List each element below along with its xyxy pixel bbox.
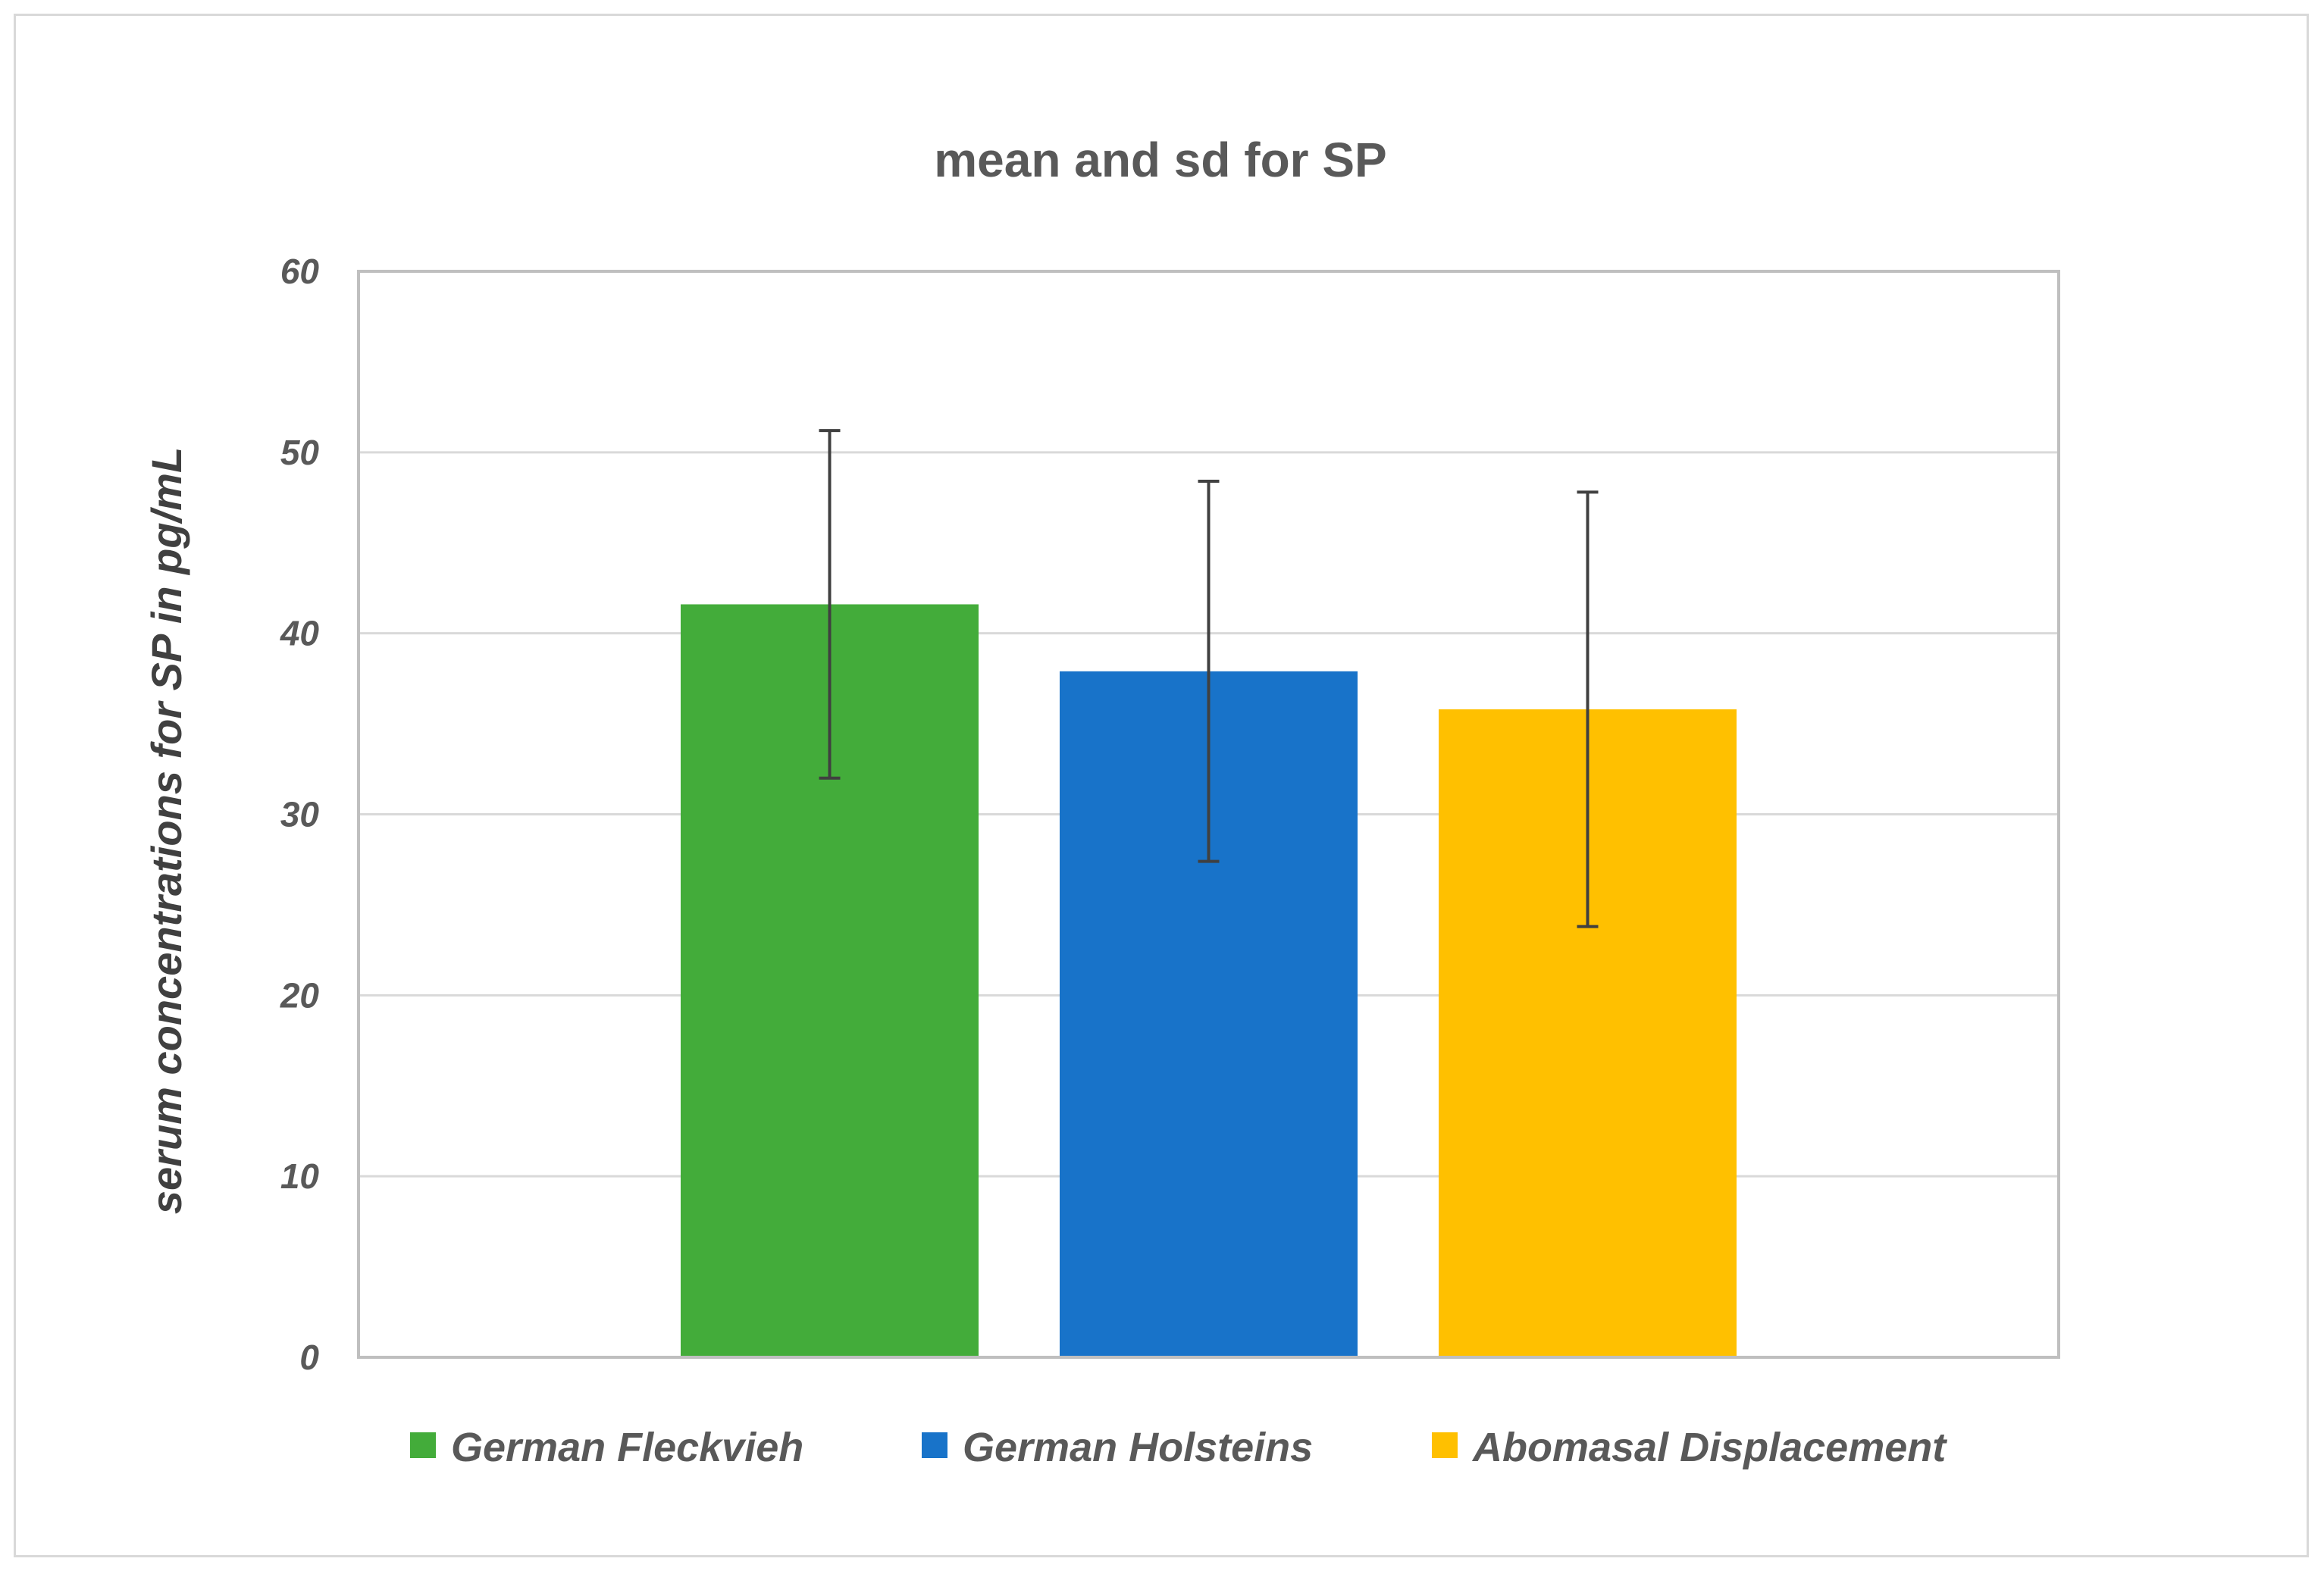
bar-chart: mean and sd for SP serum concentrations …	[143, 133, 2060, 1470]
y-tick-label: 0	[299, 1338, 319, 1377]
y-axis-label: serum concentrations for SP in pg/mL	[143, 447, 190, 1214]
chart-title: mean and sd for SP	[934, 133, 1386, 187]
legend-swatch	[1432, 1432, 1458, 1458]
legend-swatch	[922, 1432, 947, 1458]
chart-frame: mean and sd for SP serum concentrations …	[14, 14, 2309, 1557]
legend: German Fleckvieh German Holsteins Abomasal…	[410, 1425, 1947, 1470]
y-tick-label: 30	[280, 795, 320, 834]
legend-label: Abomasal Displacement	[1471, 1425, 1947, 1470]
legend-label: German Fleckvieh	[451, 1425, 803, 1470]
y-tick-label: 50	[280, 433, 320, 472]
error-bar-abomasal-displacement	[1577, 490, 1599, 928]
plot-area-border	[357, 270, 2060, 1359]
y-tick-label: 20	[280, 975, 320, 1015]
y-tick-label: 10	[280, 1156, 320, 1196]
legend-label: German Holsteins	[963, 1425, 1313, 1470]
error-bar-german-fleckvieh	[819, 429, 841, 780]
error-bars	[819, 429, 1599, 928]
y-tick-label: 40	[280, 614, 320, 653]
y-axis-ticks: 0 10 20 30 40 50 60	[280, 252, 320, 1377]
legend-swatch	[410, 1432, 436, 1458]
y-tick-label: 60	[280, 252, 320, 291]
error-bar-german-holsteins	[1198, 480, 1220, 863]
